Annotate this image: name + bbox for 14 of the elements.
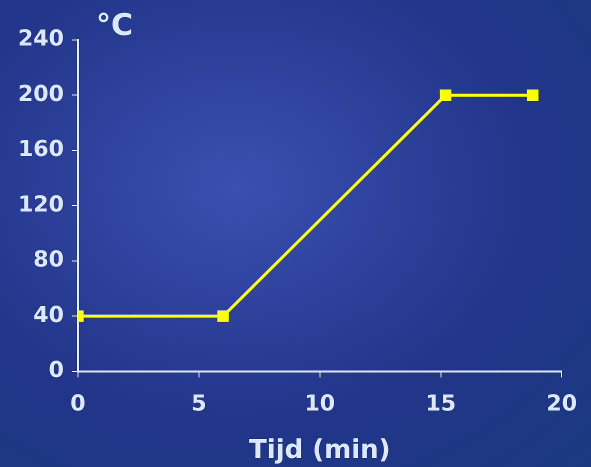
- x-axis-title: Tijd (min): [249, 435, 391, 466]
- y-tick-label: 0: [48, 358, 64, 384]
- x-tick-label: 10: [304, 391, 336, 416]
- y-axis-title: °C: [96, 8, 134, 43]
- x-tick-label: 15: [425, 391, 456, 416]
- y-tick-label: 120: [18, 192, 64, 218]
- x-tick-label: 0: [70, 391, 86, 416]
- y-tick-label: 160: [18, 137, 64, 162]
- y-tick-label: 240: [18, 26, 64, 52]
- y-tick-label: 80: [33, 248, 64, 273]
- y-tick-label: 200: [18, 82, 64, 107]
- y-tick-label: 40: [33, 302, 64, 328]
- x-tick-label: 20: [546, 391, 578, 416]
- x-tick-label: 5: [191, 391, 207, 416]
